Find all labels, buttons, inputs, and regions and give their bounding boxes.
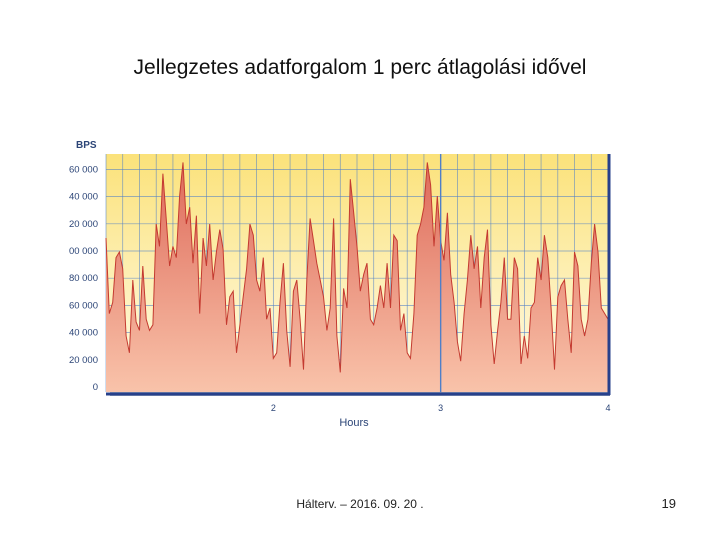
y-tick-label: 0 (93, 382, 98, 393)
y-tick-label: 20 000 (69, 355, 98, 366)
traffic-chart: BPS 0 20 000 40 000 60 000 80 000 00 000 20 00… (60, 130, 640, 440)
chart-svg: BPS 0 20 000 40 000 60 000 80 000 00 000 20 00… (69, 140, 611, 429)
x-tick-label: 2 (271, 403, 276, 413)
y-tick-label: 00 000 (69, 246, 98, 257)
y-tick-label: 20 000 (69, 219, 98, 230)
y-axis-label: BPS (76, 140, 97, 151)
x-tick-label: 3 (438, 403, 443, 413)
series-line (105, 162, 609, 373)
y-tick-label: 40 000 (69, 328, 98, 339)
x-tick-label: 4 (605, 403, 610, 413)
x-axis-label: Hours (339, 417, 369, 429)
footer-text: Hálterv. – 2016. 09. 20 . (296, 497, 424, 511)
page-number: 19 (661, 496, 676, 511)
y-tick-label: 60 000 (69, 300, 98, 311)
y-tick-label: 60 000 (69, 164, 98, 175)
y-tick-label: 80 000 (69, 273, 98, 284)
axes (106, 154, 611, 396)
series-area-fill (106, 162, 608, 392)
slide-title: Jellegzetes adatforgalom 1 perc átlagolá… (133, 56, 587, 79)
y-tick-label: 40 000 (69, 192, 98, 203)
x-ticks: 2 3 4 (271, 403, 611, 413)
y-ticks: 0 20 000 40 000 60 000 80 000 00 000 20 000 40 … (69, 164, 98, 393)
series-area (105, 162, 609, 392)
